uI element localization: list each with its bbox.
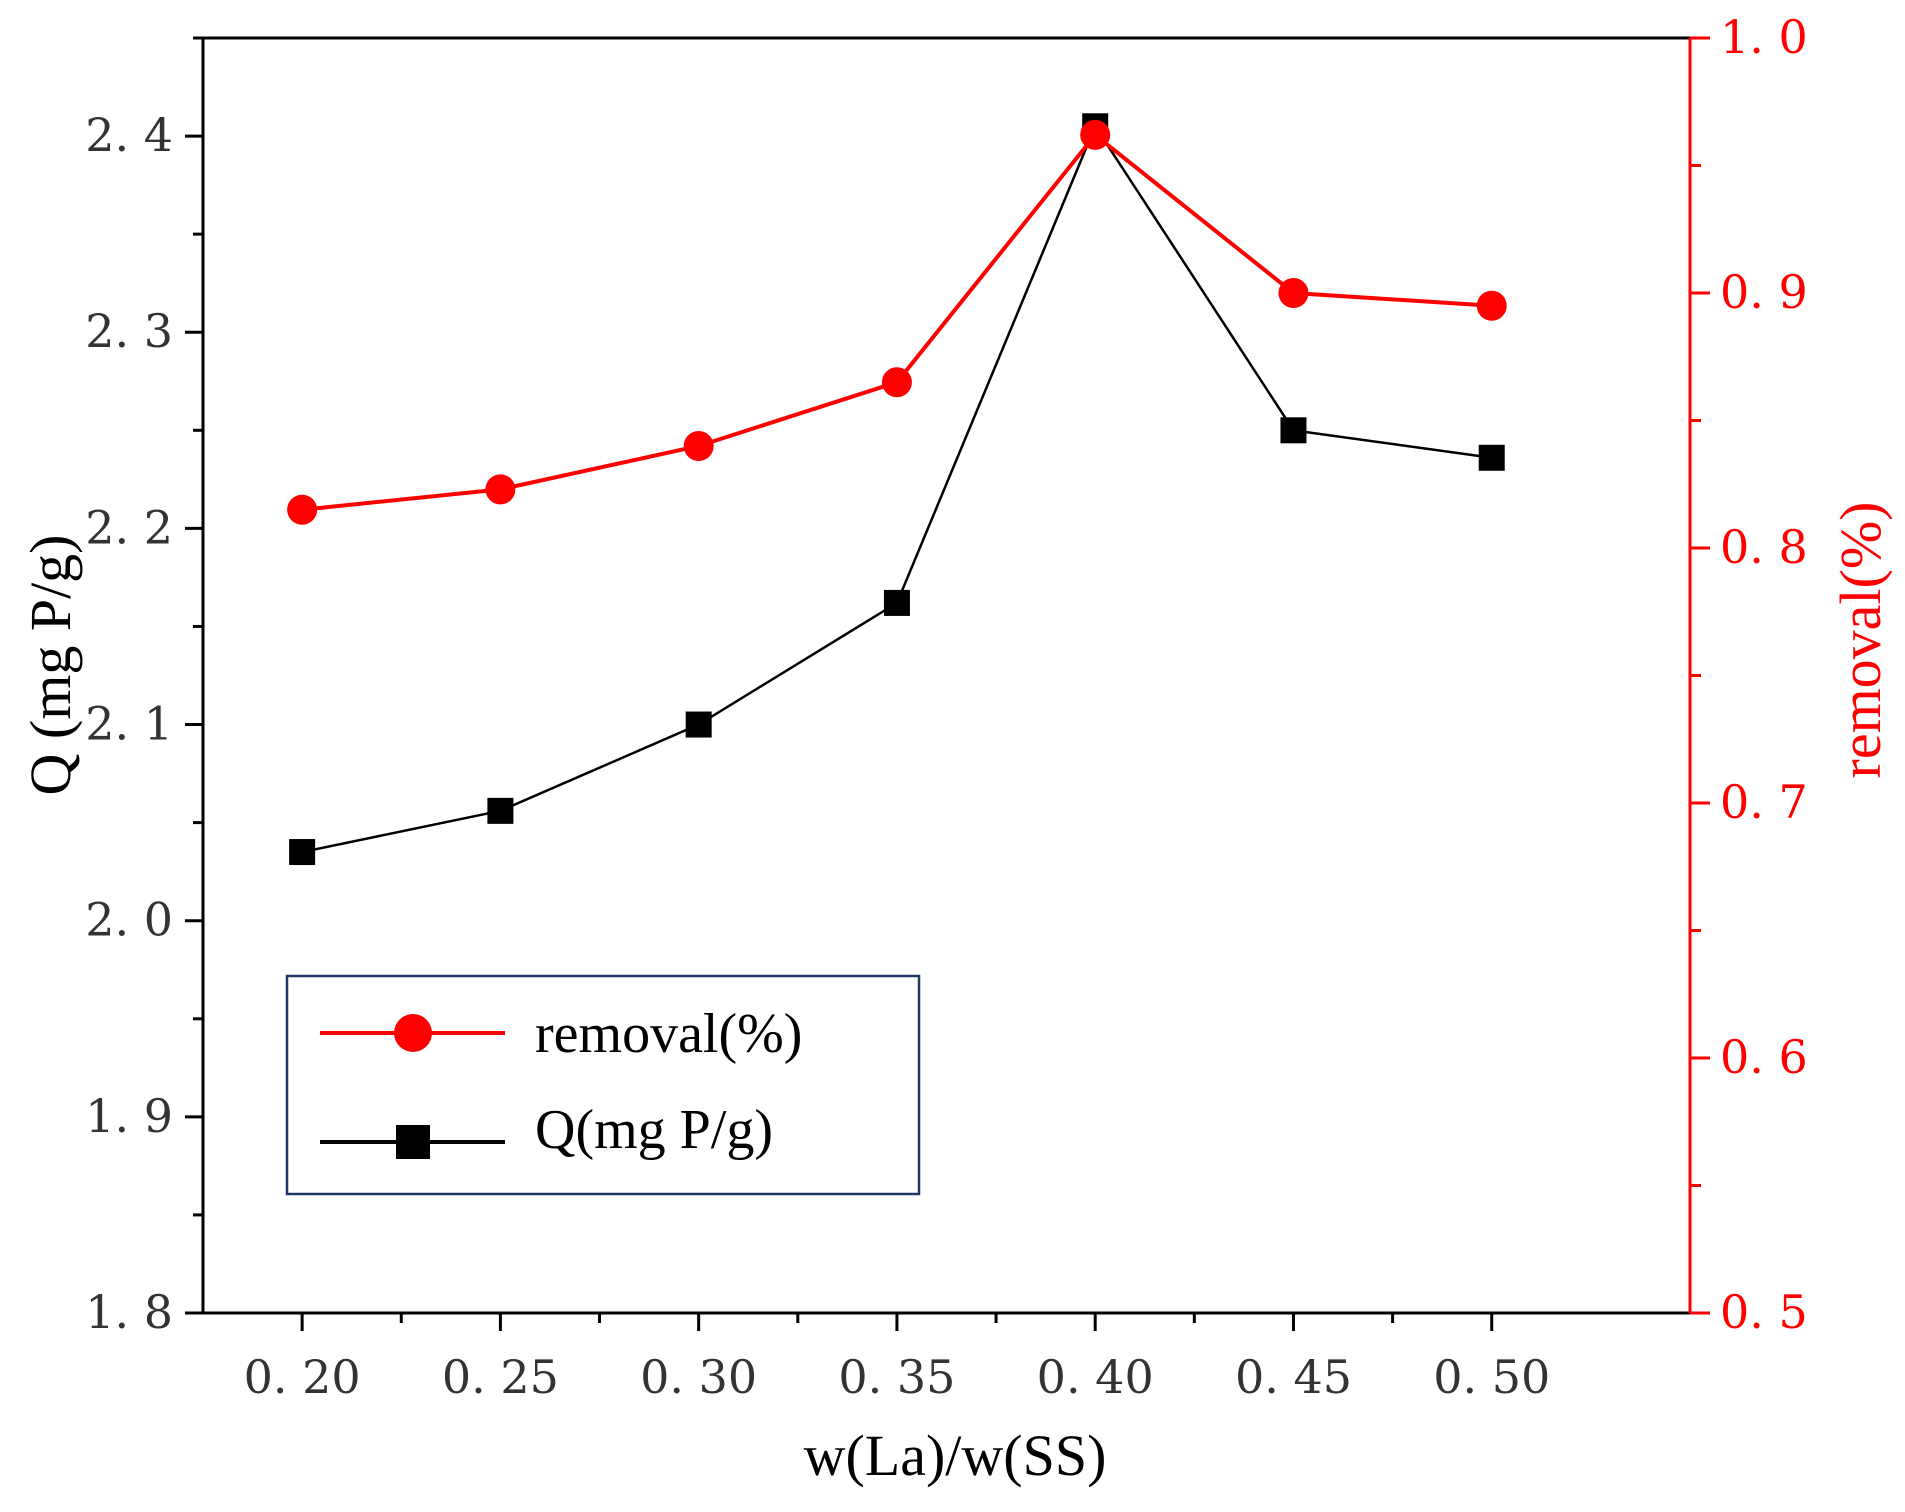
x-tick-label: 0. 20 [244,1350,361,1404]
y-axis-right-title: removal(%) [1828,502,1893,779]
legend: removal(%) Q(mg P/g) [285,974,921,1196]
q-point [487,797,514,824]
y-left-tick-label: 1. 8 [85,1285,173,1339]
q-point [1280,417,1307,444]
removal-point [485,474,516,505]
y-right-tick-label: 0. 8 [1720,520,1808,574]
y-left-tick-label: 2. 3 [85,304,173,358]
y-right-tick-label: 0. 7 [1720,775,1808,829]
removal-series-line [301,132,1492,512]
removal-point [683,431,714,461]
removal-point [287,494,318,525]
x-tick-label: 0. 35 [838,1350,955,1404]
legend-box [285,974,921,1196]
x-tick-label: 0. 40 [1037,1350,1154,1404]
y-right-tick-label: 0. 5 [1720,1285,1808,1339]
legend-removal-label: removal(%) [535,1003,802,1065]
x-tick-label: 0. 30 [640,1350,757,1404]
y-right-tick-label: 0. 6 [1720,1030,1808,1084]
y-left-tick-label: 2. 2 [85,500,173,554]
y-left-tick-label: 1. 9 [85,1089,173,1143]
x-tick-label: 0. 50 [1433,1350,1550,1404]
y-right-tick-label: 0. 9 [1720,265,1808,319]
series [287,113,1507,866]
removal-point [1476,290,1507,321]
q-point [685,711,712,738]
q-point [883,589,910,616]
y-left-tick-label: 2. 4 [85,108,173,162]
x-tick-label: 0. 45 [1235,1350,1352,1404]
removal-point [1080,119,1111,150]
y-left-tick-label: 2. 0 [85,893,173,947]
removal-point [881,367,912,398]
y-axis-left-title: Q (mg P/g) [18,535,83,796]
q-point [1478,444,1505,471]
y-left-tick-label: 2. 1 [85,697,173,751]
legend-removal-marker [394,1014,432,1052]
removal-point [1278,278,1309,308]
q-point [289,839,316,866]
q-series-line [301,123,1492,854]
x-tick-label: 0. 25 [442,1350,559,1404]
x-axis-title: w(La)/w(SS) [804,1423,1107,1488]
legend-q-marker [396,1125,430,1159]
ticks: 0. 20 0. 25 0. 30 0. 35 0. 40 0. 45 0. 50 1. 8 1… [85,10,1808,1404]
y-right-tick-label: 1. 0 [1720,10,1808,64]
legend-q-label: Q(mg P/g) [535,1099,773,1161]
